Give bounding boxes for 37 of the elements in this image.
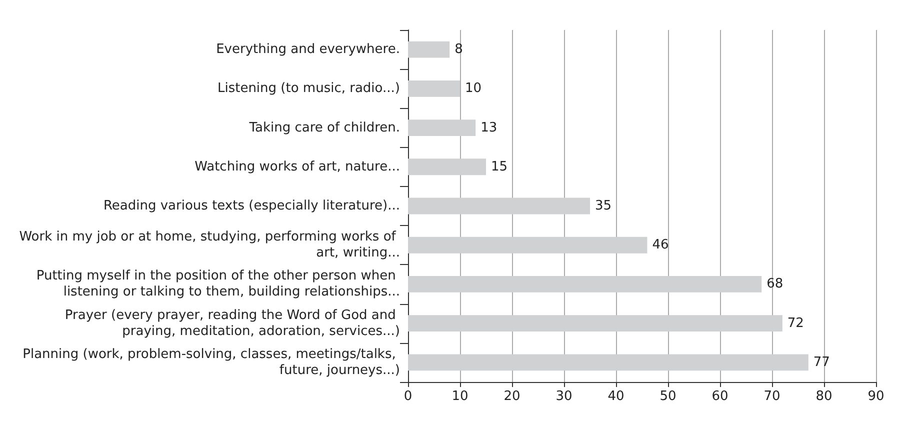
y-tick-label: Reading various texts (especially literature)... <box>103 198 400 214</box>
y-tick-label: Prayer (every prayer, reading the Word of God and praying, meditation, adoration, services...) <box>64 308 400 339</box>
y-tick-label: Work in my job or at home, studying, performing works of art, writing... <box>19 230 400 261</box>
bar <box>408 41 450 58</box>
bar <box>408 354 808 371</box>
x-tick-label: 0 <box>404 389 412 404</box>
bar <box>408 236 648 254</box>
bar <box>408 198 590 214</box>
data-label: 10 <box>465 81 482 96</box>
y-tick-label: Watching works of art, nature... <box>194 159 400 174</box>
bar <box>408 80 460 97</box>
y-tick-label: Everything and everywhere. <box>216 42 400 58</box>
data-label: 8 <box>454 42 463 58</box>
y-tick-label: Putting myself in the position of the other person when listening or talking to them, building relationships... <box>36 268 400 300</box>
y-tick-label: Listening (to music, radio...) <box>217 81 400 96</box>
x-tick-label: 30 <box>556 389 572 404</box>
data-label: 68 <box>766 276 784 292</box>
x-tick-label: 10 <box>452 389 468 404</box>
data-label: 13 <box>480 120 498 136</box>
data-label: 77 <box>813 354 830 370</box>
data-label: 72 <box>787 316 804 331</box>
x-tick-label: 90 <box>868 389 884 404</box>
x-tick-label: 70 <box>764 389 780 404</box>
data-label: 15 <box>491 159 508 174</box>
y-tick-label: Planning (work, problem-solving, classes, meetings/talks, future, journeys...) <box>22 346 400 378</box>
y-tick-label: Taking care of children. <box>248 120 400 136</box>
x-tick-label: 80 <box>816 389 832 404</box>
bar <box>408 120 476 136</box>
x-tick-label: 60 <box>712 389 728 404</box>
x-tick-label: 20 <box>504 389 520 404</box>
bar <box>408 158 486 176</box>
bar <box>408 276 762 292</box>
data-label: 46 <box>652 238 669 253</box>
bar <box>408 315 782 332</box>
x-tick-label: 50 <box>660 389 676 404</box>
data-label: 35 <box>595 198 612 214</box>
x-tick-label: 40 <box>608 389 624 404</box>
